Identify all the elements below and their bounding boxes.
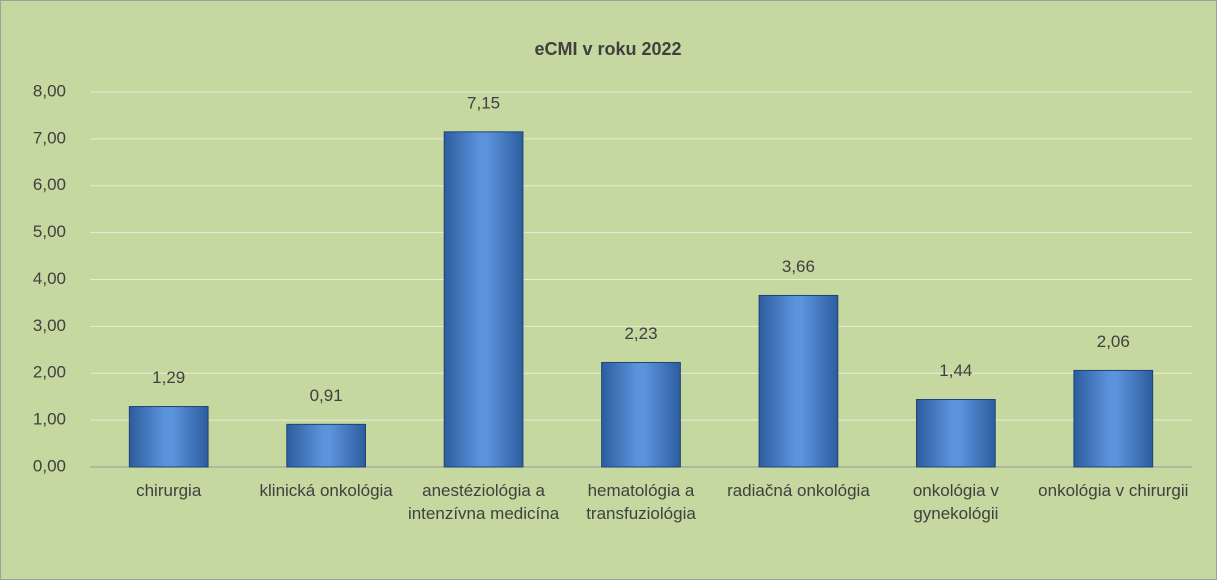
data-label: 3,66 <box>782 257 815 276</box>
y-tick-label: 7,00 <box>33 128 66 147</box>
bar <box>128 406 209 468</box>
bar <box>1073 369 1154 468</box>
x-tick-label: radiačná onkológia <box>727 481 870 500</box>
x-tick-label: klinická onkológia <box>259 481 393 500</box>
data-label: 1,44 <box>939 361 972 380</box>
y-tick-label: 6,00 <box>33 175 66 194</box>
x-tick-label: onkológia v gynekológii <box>912 481 999 523</box>
data-label: 1,29 <box>152 368 185 387</box>
y-tick-label: 1,00 <box>33 410 66 429</box>
data-label: 2,06 <box>1097 332 1130 351</box>
x-tick-label: onkológia v chirurgii <box>1038 481 1189 500</box>
x-tick-label: chirurgia <box>136 481 202 500</box>
y-tick-label: 5,00 <box>33 222 66 241</box>
bar <box>916 399 996 468</box>
y-tick-label: 4,00 <box>33 269 66 288</box>
y-tick-label: 2,00 <box>33 363 66 382</box>
chart-title: eCMI v roku 2022 <box>534 39 681 59</box>
bar <box>286 423 366 468</box>
data-label: 2,23 <box>624 324 657 343</box>
data-label: 7,15 <box>467 93 500 112</box>
bar <box>758 294 839 468</box>
bar <box>443 131 524 468</box>
y-tick-label: 8,00 <box>33 81 66 100</box>
y-tick-label: 0,00 <box>33 456 66 475</box>
data-label: 0,91 <box>310 386 343 405</box>
x-tick-label: anestéziológia a intenzívna medicína <box>407 481 560 523</box>
bar <box>601 361 681 468</box>
x-tick-label: hematológia a transfuziológia <box>586 481 696 523</box>
y-tick-label: 3,00 <box>33 316 66 335</box>
